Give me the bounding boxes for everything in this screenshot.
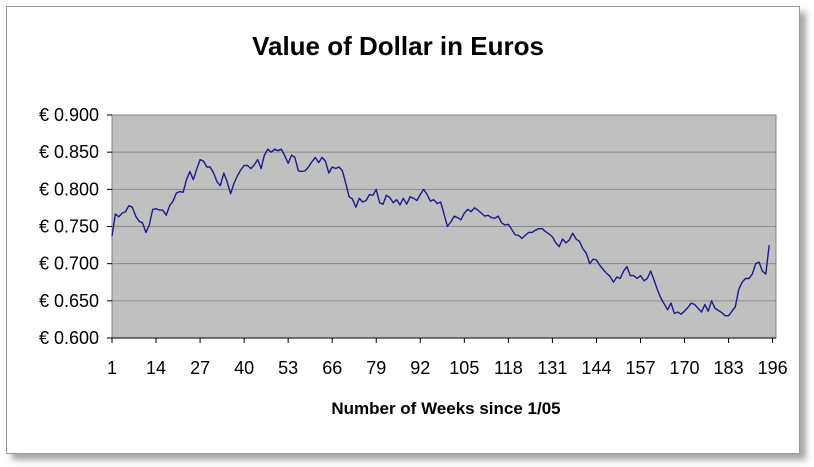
y-tick-label: € 0.850 xyxy=(39,142,99,162)
gridlines xyxy=(112,151,776,302)
x-tick-label: 79 xyxy=(366,358,386,378)
x-tick-label: 170 xyxy=(670,358,700,378)
x-tick-label: 144 xyxy=(581,358,611,378)
series-line xyxy=(111,148,770,317)
x-tick-label: 157 xyxy=(625,358,655,378)
x-tick-label: 131 xyxy=(537,358,567,378)
y-tick-label: € 0.700 xyxy=(39,254,99,274)
y-tick-label: € 0.600 xyxy=(39,328,99,348)
x-axis: 1 14 27 40 53 66 79 92 105 118 131 144 157 170 183 196 xyxy=(107,337,788,378)
x-tick-label: 27 xyxy=(190,358,210,378)
chart-title: Value of Dollar in Euros xyxy=(252,31,544,61)
y-tick-label: € 0.900 xyxy=(39,105,99,125)
x-tick-label: 92 xyxy=(410,358,430,378)
x-tick-label: 118 xyxy=(494,358,523,378)
x-tick-label: 1 xyxy=(107,358,117,378)
x-tick-label: 40 xyxy=(234,358,254,378)
series-group xyxy=(111,148,770,317)
y-tick-label: € 0.750 xyxy=(39,217,99,237)
x-tick-label: 66 xyxy=(322,358,342,378)
x-tick-label: 53 xyxy=(278,358,298,378)
x-tick-label: 105 xyxy=(449,358,479,378)
x-tick-label: 14 xyxy=(146,358,166,378)
y-tick-label: € 0.650 xyxy=(39,291,99,311)
y-tick-label: € 0.800 xyxy=(39,179,99,199)
y-axis: € 0.900 € 0.850 € 0.800 € 0.750 € 0.700 € 0.6… xyxy=(39,105,112,348)
x-tick-label: 196 xyxy=(758,358,788,378)
x-tick-label: 183 xyxy=(714,358,744,378)
x-axis-label: Number of Weeks since 1/05 xyxy=(331,399,560,418)
